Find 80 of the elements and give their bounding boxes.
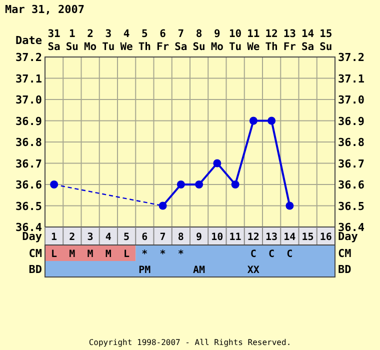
y-tick-label: 37.2	[16, 51, 42, 64]
point	[286, 202, 294, 210]
text: Day	[338, 230, 358, 243]
text: *	[142, 249, 148, 260]
x2-tick-label: 12	[247, 232, 260, 243]
x2-tick-label: 6	[142, 232, 148, 243]
y-tick-label: 36.5	[16, 200, 42, 213]
text: C	[286, 249, 293, 260]
x2-axis-title: Day	[22, 230, 42, 243]
text: C	[250, 249, 256, 260]
x-tick-label: 11 We	[247, 28, 260, 53]
point	[176, 180, 185, 188]
x2-tick-label: 15	[302, 232, 314, 243]
x-tick-label: 7 Sa	[174, 28, 188, 53]
text: M	[87, 249, 94, 260]
y2-tick-label: 36.6	[338, 178, 365, 192]
text: *	[178, 249, 184, 260]
category-label: CM	[338, 247, 352, 260]
point	[50, 180, 58, 188]
text: M	[69, 249, 76, 260]
text: L	[51, 249, 58, 260]
y-tick-label: 36.8	[16, 136, 42, 149]
category-label: CM	[28, 247, 42, 260]
category-label: BD	[28, 263, 42, 276]
x-tick-label: 5 Th	[138, 28, 152, 53]
point	[268, 116, 276, 125]
y2-tick-label: 36.8	[338, 136, 364, 149]
x-tick-label: 2 Mo	[84, 28, 97, 53]
x2-tick-label: 8	[178, 232, 184, 243]
x2-tick-label: 3	[87, 232, 94, 243]
x-tick-label: 9 Mo	[210, 28, 224, 53]
x-axis-title: Date	[16, 34, 42, 47]
x-tick-label: 12 Th	[265, 28, 278, 53]
y2-tick-label: 37.1	[338, 72, 365, 86]
point	[231, 180, 240, 188]
text: XX	[247, 265, 260, 276]
x-tick-label: 14 Sa	[301, 28, 314, 53]
category-label: BD	[338, 263, 352, 276]
text: Copyright 1998-2007 - All Rights Reserved.	[88, 338, 292, 347]
x2-tick-label: 4	[105, 232, 112, 243]
y2-tick-label: 37.2	[338, 51, 364, 64]
point	[158, 202, 167, 210]
x2-tick-label: 13	[266, 232, 278, 243]
x-tick-label: 13 Fr	[283, 28, 296, 53]
x2-tick-label: 5	[124, 232, 130, 243]
x-tick-label: 31 Sa	[48, 28, 60, 53]
y2-tick-label: 36.5	[338, 200, 364, 213]
y2-tick-label: 36.7	[338, 157, 364, 170]
x2-tick-label: 2	[69, 232, 76, 243]
text: *	[160, 249, 166, 260]
text: C	[268, 249, 275, 260]
x2-tick-label: 16	[320, 232, 332, 243]
y-tick-label: 37.1	[16, 72, 42, 86]
point	[195, 180, 204, 188]
y-tick-label: 36.9	[16, 114, 42, 128]
text: M	[105, 249, 112, 260]
x2-tick-label: 11	[229, 232, 242, 243]
x2-tick-label: 10	[211, 232, 224, 243]
x-tick-label: 10 Tu	[228, 28, 242, 53]
y-tick-label: 36.6	[16, 178, 42, 192]
x-tick-label: 3 Tu	[102, 28, 115, 53]
text: AM	[193, 265, 206, 276]
y-tick-label: 37.0	[16, 94, 42, 106]
y2-tick-label: 37.0	[338, 94, 364, 106]
x-tick-label: 1 Su	[66, 28, 79, 53]
x-tick-label: 4 We	[120, 28, 133, 53]
x-tick-label: 8 Su	[192, 28, 206, 53]
point	[249, 116, 258, 125]
text: L	[124, 249, 130, 260]
x-tick-label: 6 Fr	[156, 28, 170, 53]
x2-tick-label: 9	[196, 232, 202, 243]
y-tick-label: 36.7	[16, 157, 42, 170]
chart-title: Mar 31, 2007	[5, 3, 84, 16]
x2-tick-label: 1	[51, 232, 58, 243]
x-tick-label: 15 Su	[320, 28, 332, 53]
text: PM	[138, 265, 151, 276]
x2-tick-label: 14	[284, 232, 296, 243]
point	[213, 159, 222, 168]
y2-tick-label: 36.9	[338, 114, 364, 128]
x2-tick-label: 7	[160, 232, 166, 243]
